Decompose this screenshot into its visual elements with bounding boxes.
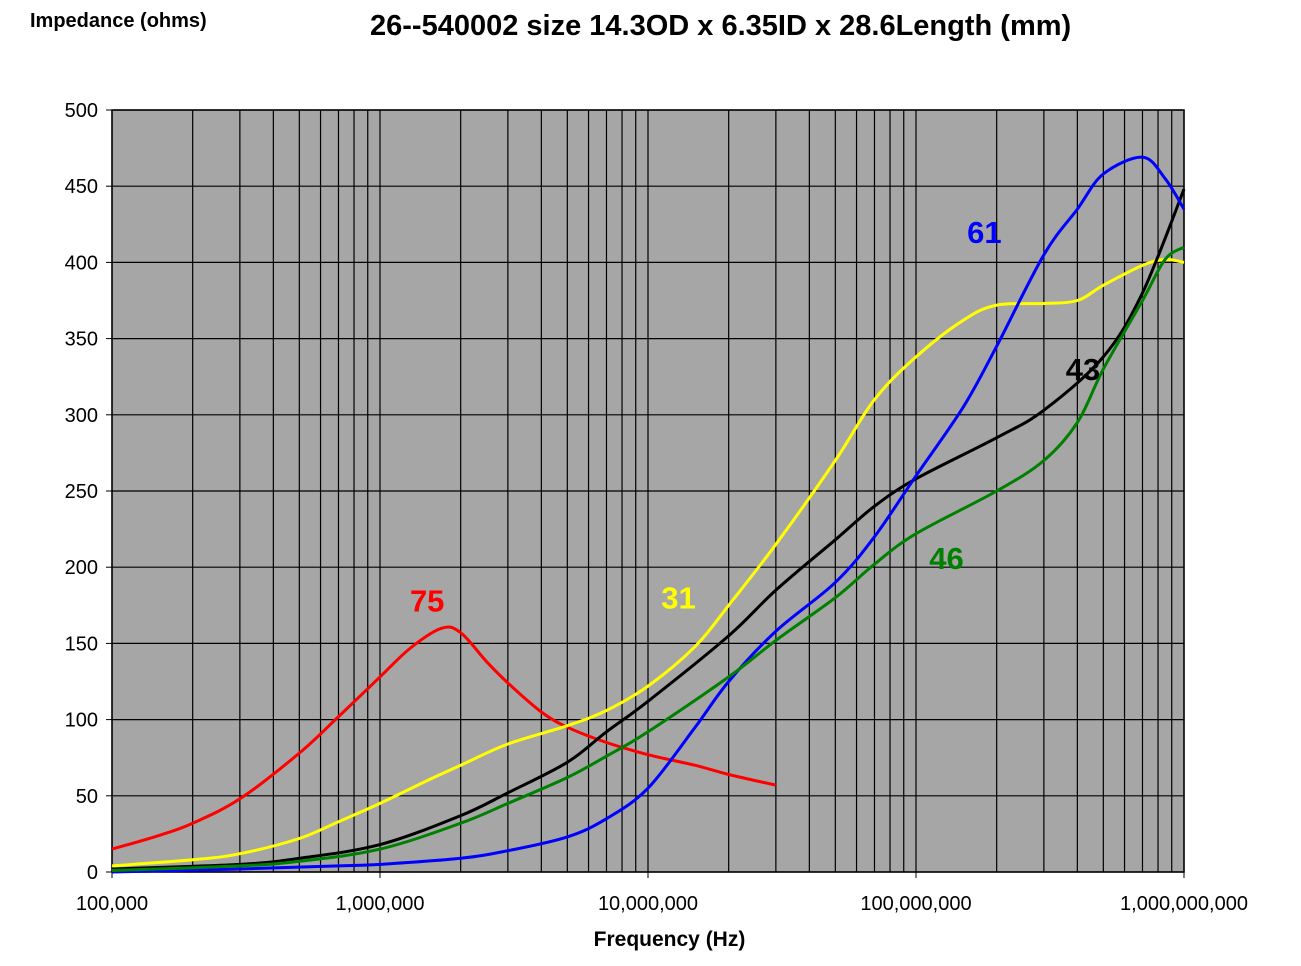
series-line-75: [111, 625, 777, 851]
y-tick-label: 450: [65, 176, 98, 198]
x-tick-label: 100,000: [76, 893, 148, 915]
y-tick-labels: 0 50 100 150 200 250 300 350 400 450 500: [65, 100, 112, 884]
y-tick-label: 200: [65, 557, 98, 579]
grid-lines: [111, 109, 1185, 873]
y-tick-label: 250: [65, 481, 98, 503]
y-tick-label: 0: [87, 862, 98, 884]
x-tick-label: 1,000,000: [336, 893, 425, 915]
y-tick-label: 400: [65, 252, 98, 274]
x-tick-label: 1,000,000,000: [1120, 893, 1248, 915]
series-line-43: [111, 188, 1186, 871]
series-label-46: 46: [929, 541, 963, 576]
y-tick-label: 100: [65, 710, 98, 732]
y-tick-label: 50: [76, 786, 98, 808]
x-tick-labels: 100,000 1,000,000 10,000,000 100,000,000 1,0…: [76, 872, 1248, 915]
y-tick-label: 350: [65, 329, 98, 351]
y-tick-label: 300: [65, 405, 98, 427]
series-label-43: 43: [1066, 352, 1100, 387]
series-line-61: [111, 155, 1186, 874]
x-tick-label: 100,000,000: [860, 893, 971, 915]
y-tick-label: 150: [65, 633, 98, 655]
series-labels: 75 31 43 61 46: [410, 215, 1100, 619]
y-tick-label: 500: [65, 100, 98, 122]
series-label-61: 61: [967, 215, 1001, 250]
x-axis-title: Frequency (Hz): [593, 928, 746, 951]
series-line-46: [111, 245, 1185, 872]
chart-title: 26--540002 size 14.3OD x 6.35ID x 28.6Le…: [370, 10, 1072, 42]
series-line-31: [111, 257, 1185, 868]
series-lines: [111, 155, 1186, 874]
series-label-31: 31: [661, 581, 695, 616]
x-tick-label: 10,000,000: [598, 893, 698, 915]
series-label-75: 75: [410, 584, 444, 619]
y-axis-title: Impedance (ohms): [30, 10, 207, 32]
